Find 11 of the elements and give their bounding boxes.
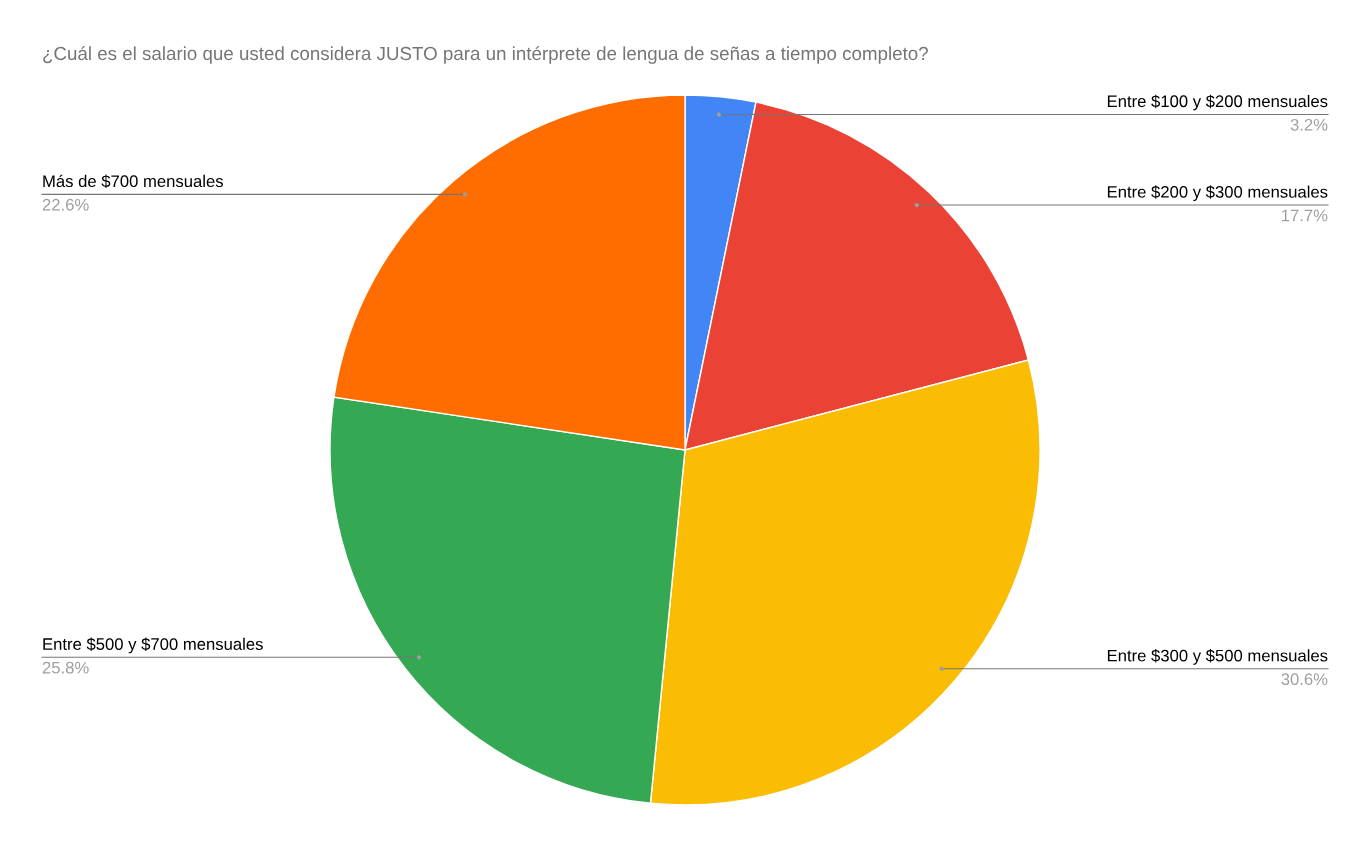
chart-title: ¿Cuál es el salario que usted considera JUSTO para un intérprete de lengua de señas a tiempo completo? — [43, 46, 928, 64]
slice-label: Entre $300 y $500 mensuales — [1107, 649, 1328, 665]
slice-label: Más de $700 mensuales — [43, 174, 223, 189]
data-label: 22.6% — [42, 198, 89, 211]
data-label: 30.6% — [1281, 673, 1328, 686]
data-label: 25.8% — [42, 661, 89, 674]
slice-label: Entre $200 y $300 mensuales — [1107, 185, 1328, 202]
slice-label: Entre $100 y $200 mensuales — [1107, 94, 1328, 111]
data-label: 3.2% — [1290, 118, 1328, 131]
data-label: 17.7% — [1282, 209, 1328, 222]
slice-label: Entre $500 y $700 mensuales — [43, 637, 263, 654]
